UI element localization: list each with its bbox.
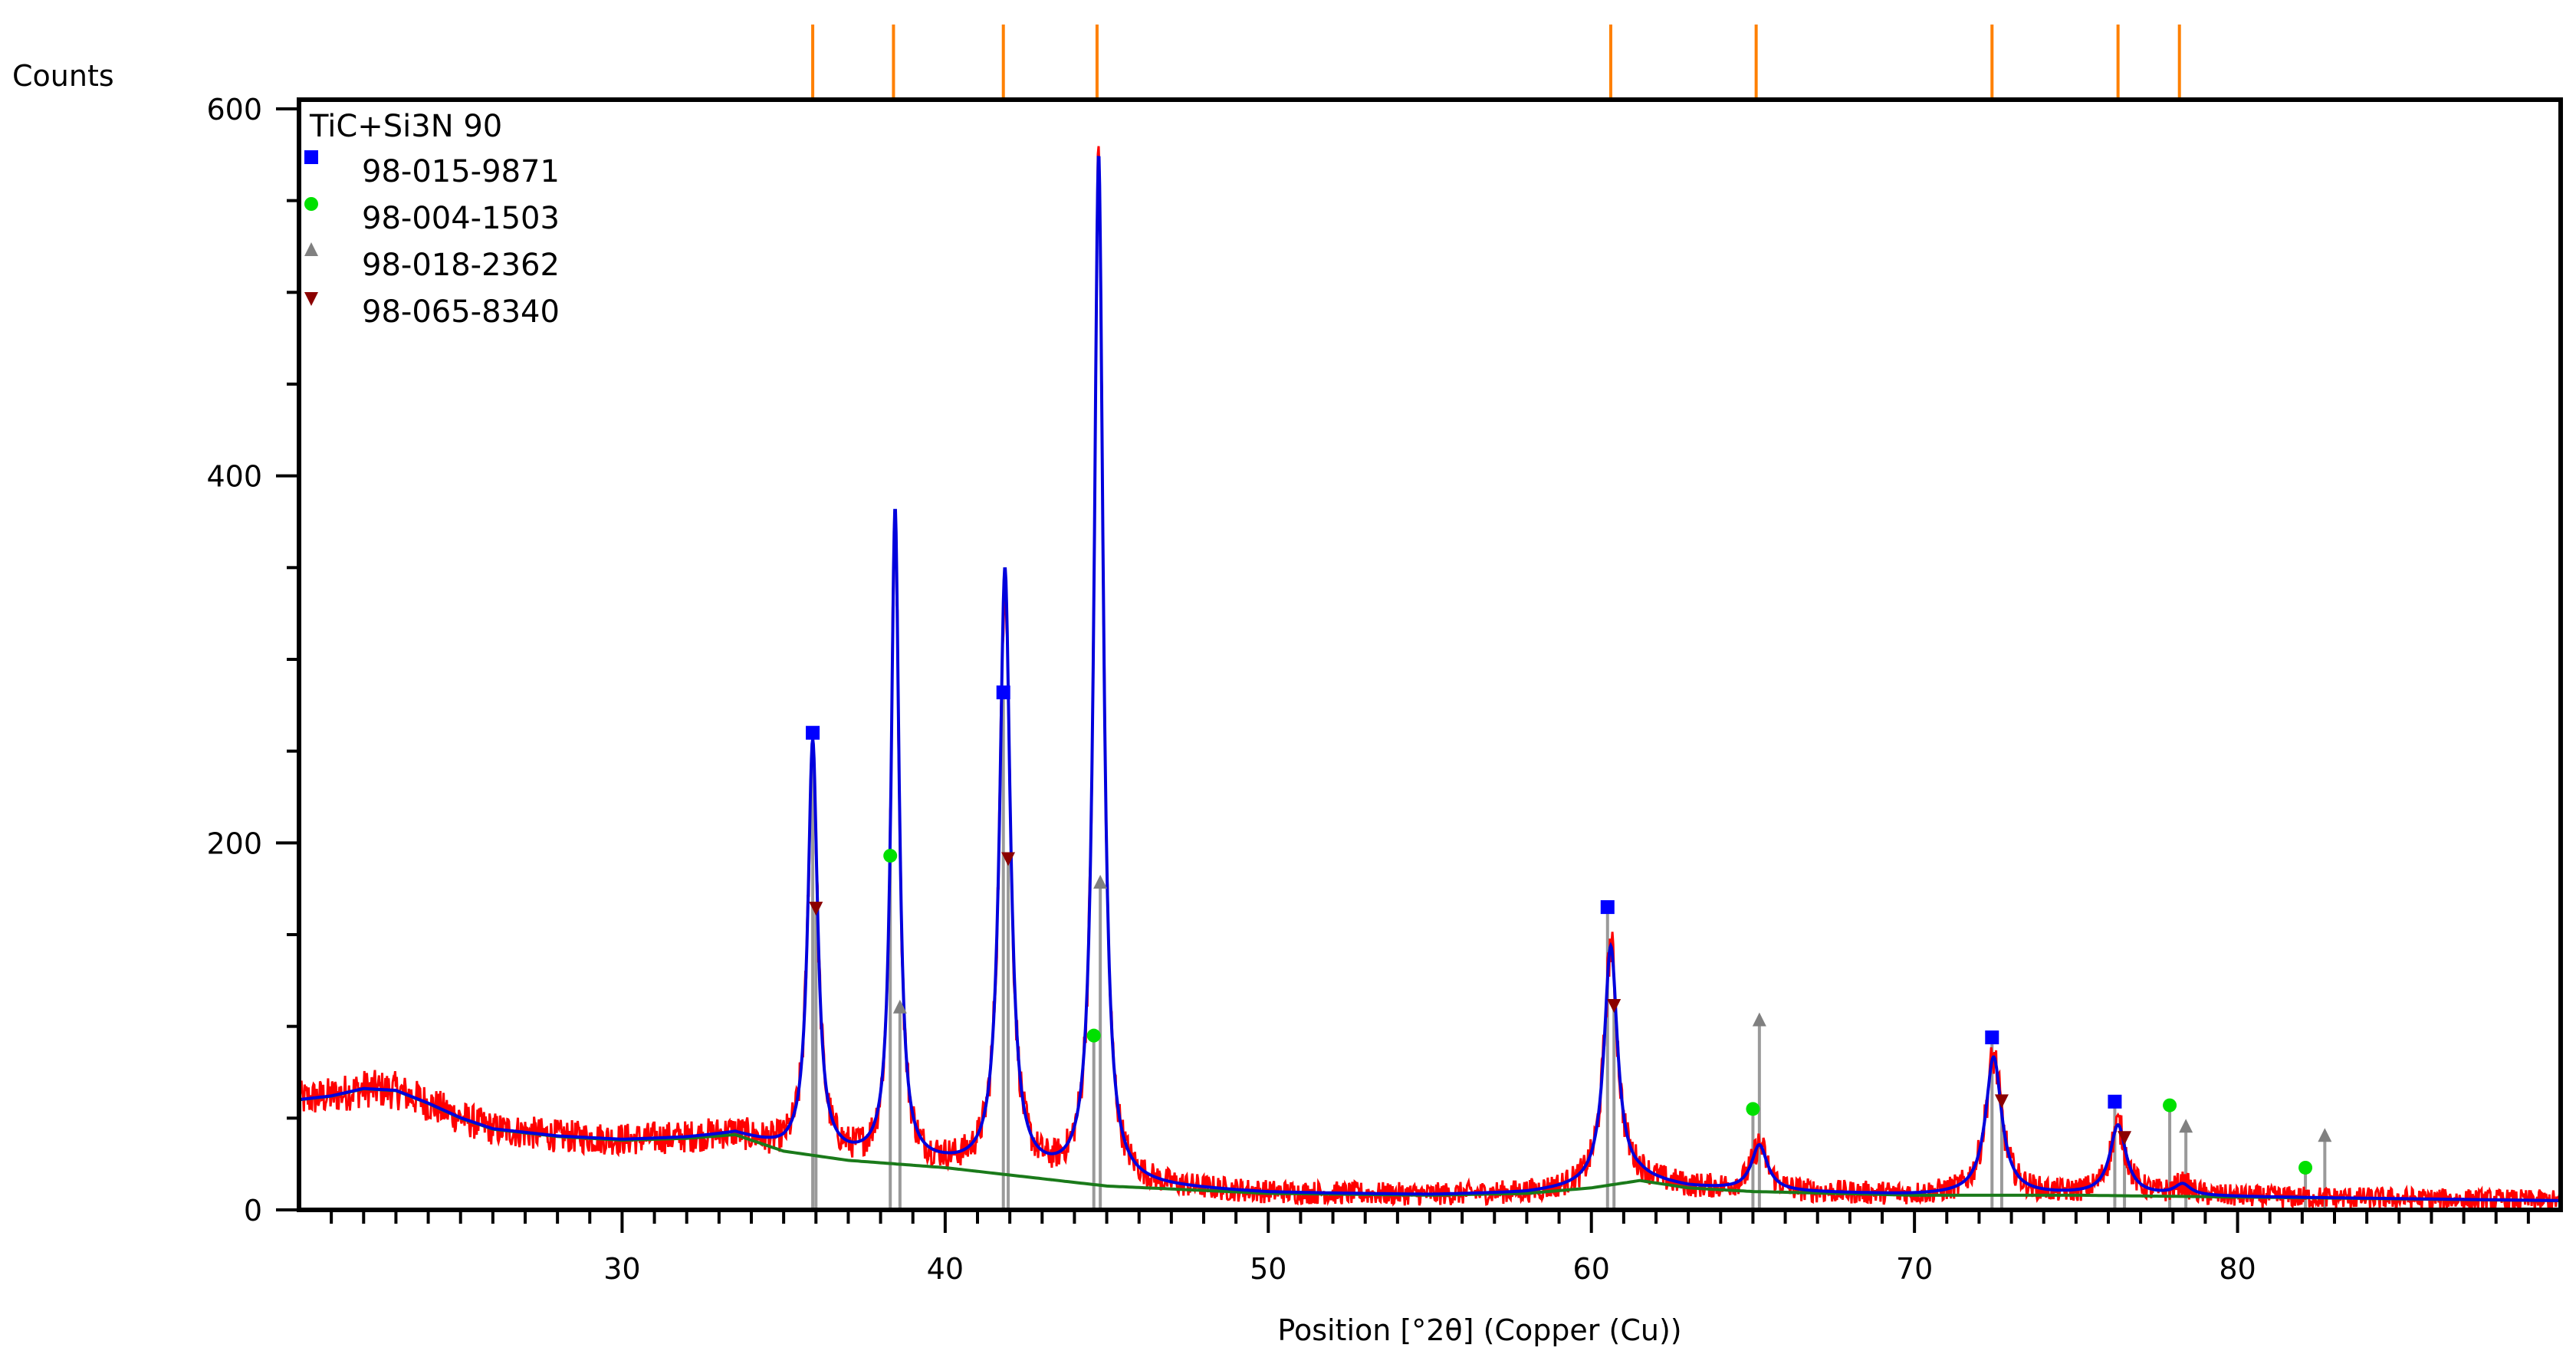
legend-label-3: 98-065-8340 <box>362 294 560 330</box>
reference-marker-1-4 <box>2298 1160 2313 1175</box>
reference-marker-0-1 <box>996 685 1010 700</box>
reference-marker-2-1 <box>1093 874 1108 889</box>
plot-frame <box>297 97 2563 1212</box>
reference-marker-2-0 <box>892 999 907 1014</box>
calculated-pattern-line <box>298 156 2561 1202</box>
reference-markers <box>806 685 2332 1175</box>
y-tick-label-0: 0 <box>244 1194 262 1228</box>
series-group <box>297 146 2561 1212</box>
reference-marker-3-3 <box>1994 1094 2009 1109</box>
legend-marker-0 <box>304 150 318 164</box>
legend-marker-1 <box>304 197 318 211</box>
reference-marker-0-3 <box>1985 1030 1999 1045</box>
x-tick-label-1: 40 <box>927 1252 964 1286</box>
legend-label-2: 98-018-2362 <box>362 248 560 283</box>
x-axis-ticks: 30 40 50 60 70 80 <box>330 1210 2530 1286</box>
reference-sticks <box>811 692 2327 1210</box>
reference-marker-2-2 <box>1752 1012 1766 1027</box>
reference-marker-3-1 <box>1001 852 1016 866</box>
legend-label-0: 98-015-9871 <box>362 154 560 189</box>
reference-marker-0-0 <box>806 725 820 740</box>
reference-marker-3-0 <box>809 902 823 916</box>
observed-pattern-line <box>297 146 2561 1212</box>
legend-marker-2 <box>304 242 318 256</box>
x-tick-label-4: 70 <box>1896 1252 1933 1286</box>
y-tick-label-3: 600 <box>206 93 262 127</box>
x-tick-label-0: 30 <box>603 1252 640 1286</box>
x-tick-label-2: 50 <box>1250 1252 1286 1286</box>
reference-marker-1-3 <box>2163 1098 2177 1113</box>
y-axis-ticks: 0 200 400 600 <box>206 93 299 1228</box>
reference-marker-3-4 <box>2118 1131 2132 1145</box>
legend: TiC+Si3N 90 98-015-9871 98-004-1503 98-018… <box>304 109 560 330</box>
reference-marker-0-4 <box>2108 1094 2122 1109</box>
reference-marker-1-0 <box>883 849 898 863</box>
y-axis-title: Counts <box>12 59 114 93</box>
y-tick-label-2: 400 <box>206 460 262 494</box>
y-tick-label-1: 200 <box>206 827 262 860</box>
reference-marker-3-2 <box>1607 998 1622 1013</box>
legend-marker-3 <box>304 292 318 306</box>
legend-label-1: 98-004-1503 <box>362 201 560 236</box>
legend-title: TiC+Si3N 90 <box>309 109 502 144</box>
x-tick-label-3: 60 <box>1573 1252 1610 1286</box>
reference-marker-2-3 <box>2179 1119 2193 1133</box>
reference-marker-2-4 <box>2318 1128 2332 1142</box>
top-peak-markers <box>811 25 2181 100</box>
background-curve-line <box>298 1086 2561 1202</box>
reference-marker-0-2 <box>1600 900 1615 915</box>
reference-marker-1-1 <box>1086 1028 1101 1043</box>
x-tick-label-5: 80 <box>2219 1252 2256 1286</box>
reference-marker-1-2 <box>1746 1102 1760 1116</box>
x-axis-title: Position [°2θ] (Copper (Cu)) <box>1277 1313 1681 1347</box>
